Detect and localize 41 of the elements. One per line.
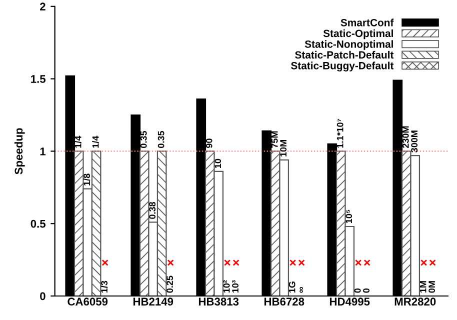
annotation: 0.38 <box>149 202 156 219</box>
x-tick-label: HD4995 <box>330 298 370 306</box>
y-tick-label: 0.5 <box>30 220 46 228</box>
x-tick-label: HB6728 <box>264 298 304 306</box>
annotation: ∞ <box>300 286 303 293</box>
annotation: 0.25 <box>166 276 173 293</box>
annotation: 0 <box>354 288 361 293</box>
x-tick-label: CA6059 <box>68 298 108 306</box>
legend-label: Static-Buggy-Default <box>290 62 394 72</box>
annotation: 0 <box>363 288 370 293</box>
x-tick-label: MR2820 <box>394 298 436 306</box>
x-tick-label: HB2149 <box>133 298 174 306</box>
annotation: 0.35 <box>140 130 147 148</box>
legend-label: Static-Patch-Default <box>295 50 394 59</box>
annotation: 90 <box>206 138 212 148</box>
annotation: 10² <box>223 280 230 293</box>
annotation: 10M <box>280 140 287 156</box>
annotation: 1G <box>288 282 296 293</box>
annotation: 230M <box>402 126 409 148</box>
y-axis-title: Speedup <box>14 128 25 174</box>
legend-label: Static-Optimal <box>323 29 393 40</box>
annotation: 0.35 <box>158 130 164 148</box>
x-tick-label: HB3813 <box>198 298 239 306</box>
y-tick-label: 2 <box>40 2 46 10</box>
annotation: 10³ <box>232 280 238 293</box>
annotation: 300M <box>411 130 418 152</box>
legend-label: Static-Nonoptimal <box>304 40 393 50</box>
annotation: 75M <box>271 131 278 148</box>
y-tick-label: 1 <box>40 148 46 156</box>
annotation: 1/4 <box>74 136 82 148</box>
annotation: 10 <box>214 158 222 168</box>
y-tick-label: 1.5 <box>31 75 46 83</box>
annotation: 10⁵ <box>346 210 352 224</box>
annotation: 1M <box>420 281 426 293</box>
y-tick-label: 0 <box>40 292 46 300</box>
annotation: 1/4 <box>92 136 99 148</box>
annotation: 0M <box>428 281 435 293</box>
legend-label: SmartConf <box>340 18 394 26</box>
annotation: 1/3 <box>100 280 108 293</box>
annotation: 1/8 <box>83 174 90 186</box>
annotation: 1.1*10⁷ <box>336 118 344 148</box>
